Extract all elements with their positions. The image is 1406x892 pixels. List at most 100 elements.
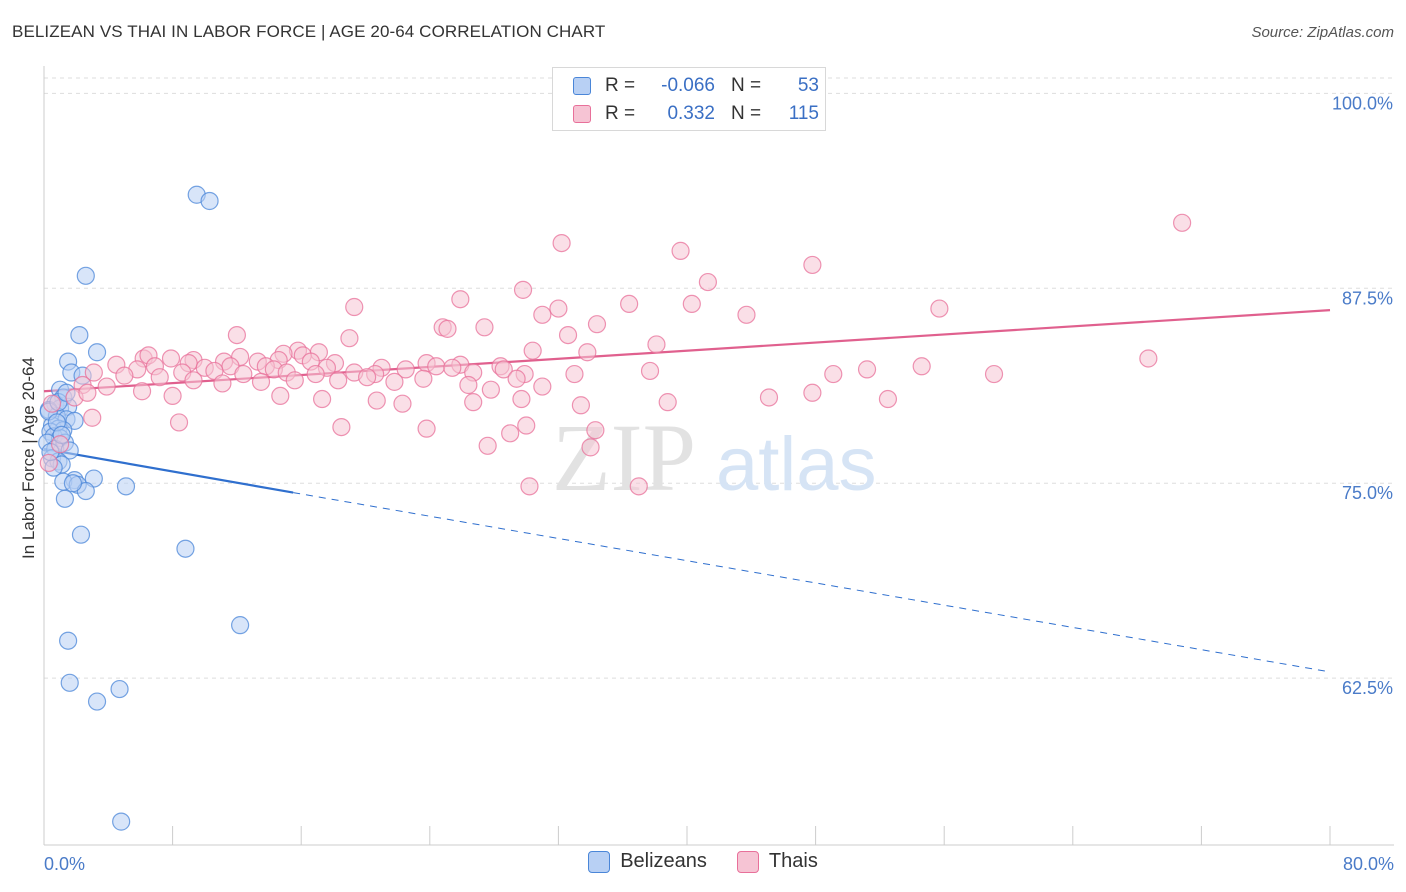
- thais-point: [367, 391, 386, 410]
- legend-r-value: 0.332: [667, 103, 715, 124]
- thais-point: [438, 319, 457, 338]
- thais-point: [984, 364, 1004, 384]
- thais-point: [39, 453, 58, 473]
- thais-point: [163, 386, 182, 406]
- thais-point: [285, 371, 304, 390]
- thais-point: [132, 382, 152, 401]
- thais-point: [50, 435, 70, 454]
- thais-point: [512, 389, 531, 409]
- thais-legend-swatch: [736, 850, 759, 873]
- thais-point: [647, 335, 666, 354]
- thais-point: [464, 393, 483, 412]
- thais-point: [451, 290, 470, 309]
- belizeans-swatch: [573, 77, 591, 95]
- x-tick-label-max: 80.0%: [1343, 854, 1394, 874]
- watermark-atlas: atlas: [716, 422, 877, 507]
- belizeans-point: [200, 191, 219, 211]
- y-tick-label: 100.0%: [1332, 93, 1393, 113]
- thais-point: [83, 408, 102, 427]
- thais-point: [340, 329, 359, 348]
- thais-point: [523, 341, 542, 360]
- belizeans-point: [55, 489, 74, 508]
- thais-point: [620, 294, 639, 314]
- thais-point: [459, 375, 478, 395]
- thais-point: [271, 386, 290, 406]
- thais-point: [759, 388, 779, 407]
- thais-point: [481, 380, 500, 399]
- thais-point: [227, 325, 246, 345]
- belizeans-point: [59, 631, 78, 650]
- thais-point: [161, 349, 181, 368]
- thais-point: [682, 294, 701, 314]
- thais-point: [501, 424, 520, 443]
- belizeans-point: [60, 673, 79, 692]
- thais-point: [84, 363, 103, 382]
- thais-point: [507, 369, 526, 388]
- thais-point: [558, 325, 578, 345]
- source-credit: Source: ZipAtlas.com: [1251, 24, 1394, 41]
- thais-point: [671, 241, 690, 260]
- legend-n-label: N =: [731, 75, 762, 96]
- legend-n-value: 115: [788, 103, 819, 124]
- thais-point: [520, 477, 539, 496]
- x-tick-label-min: 0.0%: [44, 854, 85, 874]
- thais-point: [629, 477, 648, 496]
- thais-swatch: [573, 105, 591, 123]
- belizeans-trend-line: [43, 447, 294, 494]
- watermark-zip: ZIP: [552, 404, 696, 511]
- belizeans-trend-extension: [293, 492, 1331, 673]
- thais-point: [552, 233, 571, 253]
- thais-point: [578, 343, 597, 362]
- thais-point: [658, 393, 677, 412]
- thais-point: [393, 394, 412, 413]
- thais-point: [587, 315, 607, 334]
- thais-point: [478, 436, 497, 455]
- legend-row-thais: R = 0.332 N = 115: [573, 101, 819, 127]
- chart-title: BELIZEAN VS THAI IN LABOR FORCE | AGE 20…: [12, 22, 606, 41]
- thais-point: [586, 421, 605, 440]
- thais-point: [417, 419, 436, 438]
- axes: [43, 66, 1394, 846]
- thais-point: [581, 438, 600, 457]
- thais-point: [803, 255, 822, 275]
- thais-point: [251, 372, 271, 391]
- y-tick-label: 62.5%: [1342, 678, 1393, 698]
- thais-point: [97, 377, 116, 396]
- belizeans-point: [76, 266, 95, 285]
- thais-point: [169, 413, 189, 432]
- thais-point: [150, 368, 169, 387]
- thais-point: [385, 372, 404, 391]
- belizeans-point: [87, 692, 107, 711]
- thais-point: [184, 371, 203, 390]
- tick-labels: 100.0% 87.5% 75.0% 62.5% 0.0% 80.0%: [44, 93, 1394, 874]
- legend-r-value: -0.066: [661, 75, 715, 96]
- thais-point: [329, 371, 348, 390]
- thais-point: [42, 394, 62, 413]
- belizeans-point: [116, 477, 136, 496]
- thais-point: [698, 272, 717, 292]
- legend-r-label: R =: [605, 103, 636, 124]
- thais-point: [396, 360, 415, 379]
- legend-item-belizeans: Belizeans: [588, 850, 707, 873]
- belizeans-point: [87, 343, 107, 362]
- belizeans-point: [70, 325, 89, 345]
- y-tick-label: 75.0%: [1342, 483, 1393, 503]
- thais-point: [358, 368, 377, 387]
- thais-point: [912, 357, 931, 376]
- thais-point: [533, 305, 552, 324]
- thais-point: [427, 357, 446, 376]
- thais-point: [306, 364, 325, 384]
- thais-point: [737, 305, 756, 324]
- legend-n-value: 53: [797, 75, 819, 96]
- zipatlas-watermark: ZIP atlas: [552, 404, 877, 511]
- belizeans-point: [112, 812, 131, 831]
- belizeans-legend-swatch: [588, 850, 611, 873]
- thais-point: [930, 299, 949, 318]
- thais-point: [312, 389, 332, 409]
- thais-point: [1173, 213, 1192, 232]
- thais-point: [533, 377, 552, 396]
- thais-point: [213, 374, 232, 393]
- legend-row-belizeans: R = -0.066 N = 53: [573, 73, 819, 99]
- thais-point: [115, 366, 134, 385]
